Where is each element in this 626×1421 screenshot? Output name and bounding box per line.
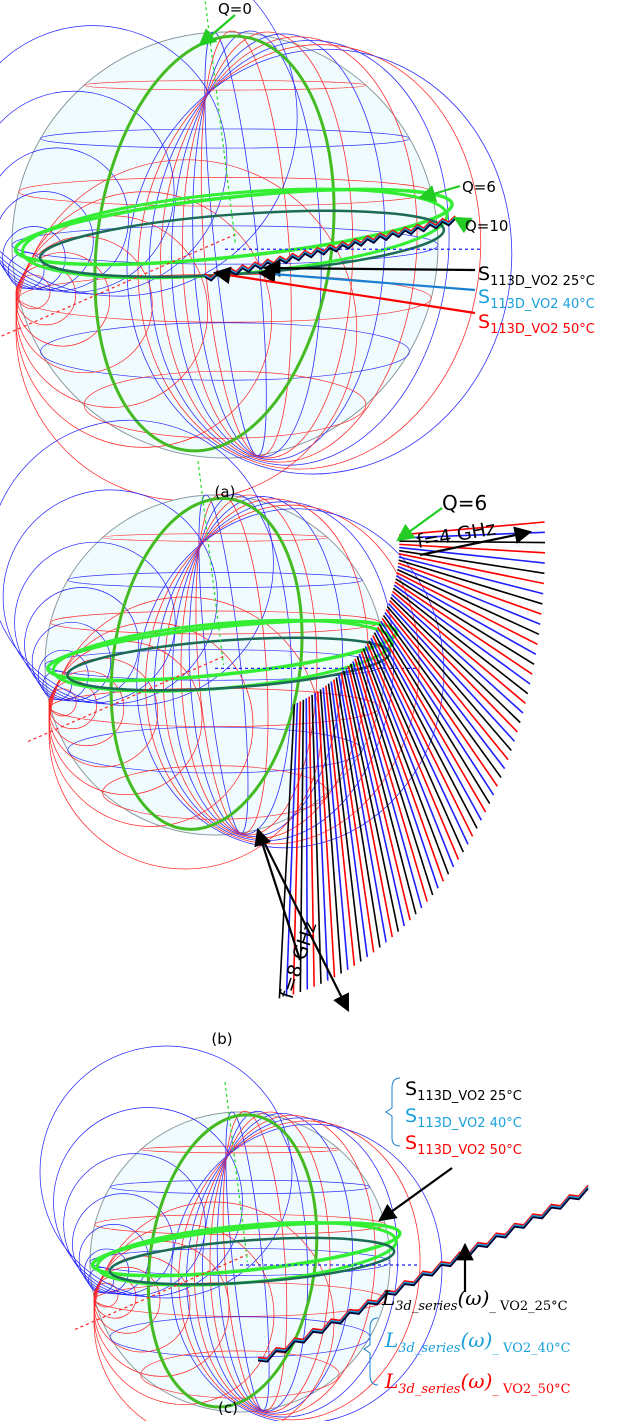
annotation: Q=0: [218, 0, 252, 18]
legend-entry: S113D_VO2 40°C: [405, 1105, 522, 1131]
inductance-entry: L3d_series(ω)_ VO2_40°C: [384, 1328, 571, 1356]
frequency-ray: [382, 618, 497, 786]
l-tail: (ω): [460, 1369, 492, 1393]
legend-main: S: [478, 286, 490, 308]
panel-label: (a): [215, 483, 236, 501]
annotation: Q=6: [462, 178, 496, 196]
inductance-entry: L3d_series(ω)_ VO2_25°C: [381, 1286, 568, 1314]
l-sub: 3d_series: [398, 1382, 461, 1397]
bracket: [386, 1078, 400, 1146]
sphere-body: [90, 1112, 390, 1412]
sphere-body: [12, 32, 438, 458]
legend-entry: S113D_VO2 25°C: [405, 1078, 522, 1104]
l-main: L: [381, 1286, 395, 1310]
panel-label: (b): [211, 1030, 232, 1048]
arrow: [455, 218, 462, 222]
legend-entry: S113D_VO2 50°C: [405, 1132, 522, 1158]
smith-sphere: [40, 1046, 465, 1421]
legend-main: S: [478, 311, 490, 333]
legend-sub: 113D_VO2 25°C: [417, 1089, 522, 1104]
legend-entry: S113D_VO2 50°C: [478, 311, 595, 337]
frequency-ray: [367, 644, 458, 860]
l-sub: 3d_series: [398, 1341, 461, 1356]
l-sub: 3d_series: [395, 1299, 458, 1314]
panel-label: (c): [218, 1399, 238, 1417]
annotation: Q=10: [465, 217, 508, 235]
legend-main: S: [405, 1078, 417, 1100]
frequency-ray: [393, 588, 527, 693]
l-tail: (ω): [457, 1286, 489, 1310]
artwork: [0, 0, 588, 1421]
arrow: [380, 1168, 452, 1220]
frequency-ray: [387, 607, 511, 751]
legend-sub: 113D_VO2 50°C: [417, 1143, 522, 1158]
legend-main: S: [405, 1132, 417, 1154]
annotation: Q=6: [442, 491, 487, 515]
frequency-ray: [386, 610, 508, 760]
legend-sub: 113D_VO2 50°C: [490, 322, 595, 337]
legend-main: S: [478, 263, 490, 285]
frequency-ray: [399, 554, 544, 584]
l-sub2: _ VO2_25°C: [489, 1299, 567, 1314]
legend-sub: 113D_VO2 40°C: [417, 1116, 522, 1131]
l-sub2: _ VO2_40°C: [492, 1341, 570, 1356]
frequency-ray: [369, 641, 463, 852]
l-tail: (ω): [460, 1328, 492, 1352]
legend-sub: 113D_VO2 25°C: [490, 274, 595, 289]
l-main: L: [384, 1369, 398, 1393]
legend-entry: S113D_VO2 40°C: [478, 286, 595, 312]
l-main: L: [384, 1328, 398, 1352]
legend-entry: S113D_VO2 25°C: [478, 263, 595, 289]
l-sub2: _ VO2_50°C: [492, 1382, 570, 1397]
figure: Q=0Q=6Q=10S113D_VO2 25°CS113D_VO2 40°CS1…: [0, 0, 626, 1421]
sphere-body: [45, 495, 385, 835]
legend-sub: 113D_VO2 40°C: [490, 297, 595, 312]
inductance-entry: L3d_series(ω)_ VO2_50°C: [384, 1369, 571, 1397]
legend-main: S: [405, 1105, 417, 1127]
